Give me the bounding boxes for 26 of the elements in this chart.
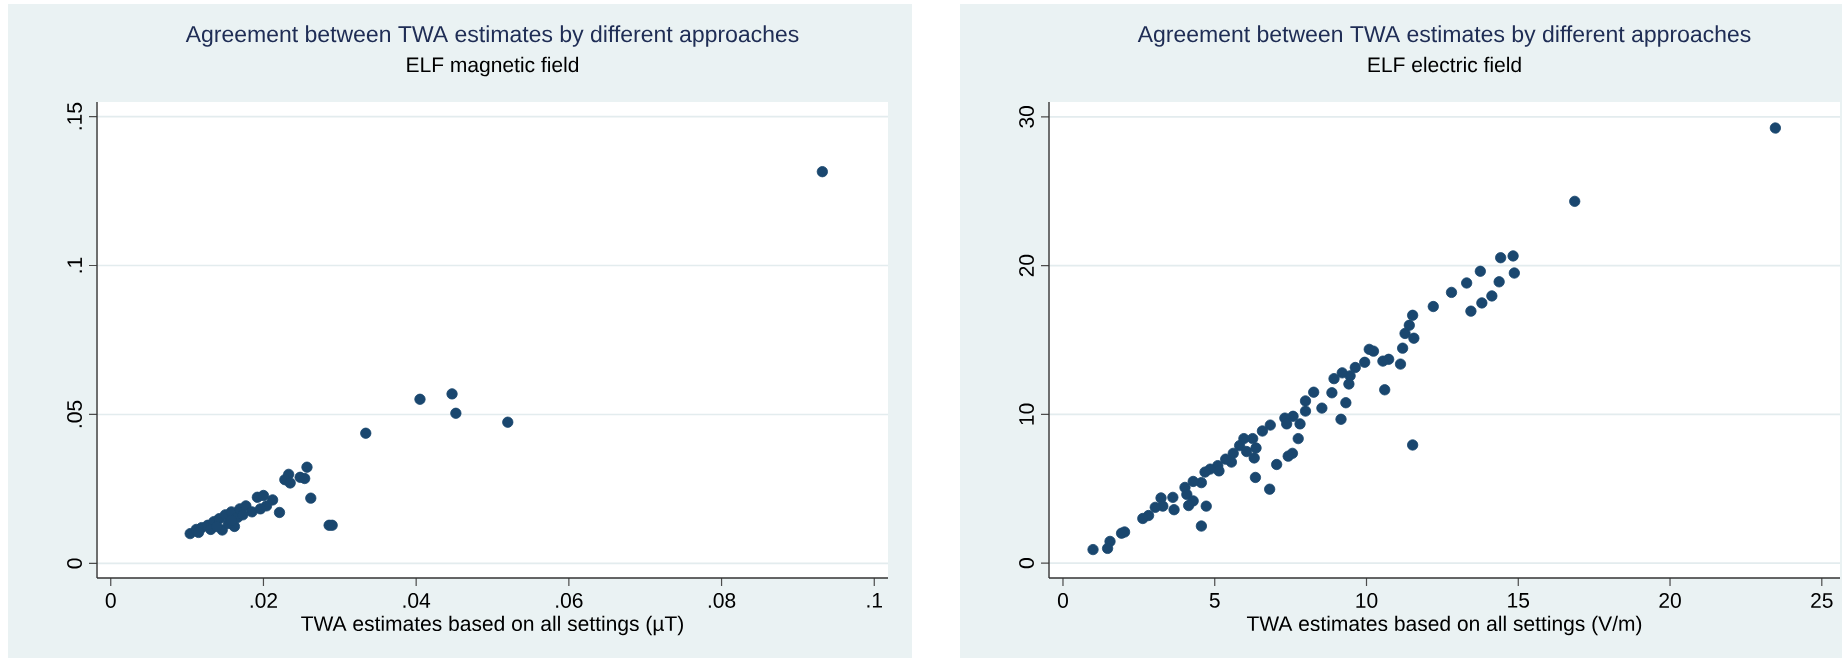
x-tick-label: 25 (1811, 593, 1833, 608)
y-tick-label: 0 (1019, 558, 1034, 569)
x-tick-label: 5 (1209, 593, 1220, 608)
x-tick-label: 0 (1057, 593, 1068, 608)
y-tick-label: .05 (67, 400, 82, 428)
chart-subtitle: ELF magnetic field (407, 56, 579, 77)
y-tick-label: 0 (67, 558, 82, 569)
x-axis-title: TWA estimates based on all settings (µT) (301, 615, 683, 636)
x-tick-label: .08 (708, 593, 736, 608)
y-tick-label: .1 (67, 257, 82, 273)
x-tick-label: 10 (1356, 593, 1378, 608)
x-tick-label: 20 (1659, 593, 1681, 608)
chart-title: Agreement between TWA estimates by different approaches (185, 25, 799, 47)
x-axis-title: TWA estimates based on all settings (V/m) (1246, 615, 1642, 636)
y-tick-label: 10 (1019, 403, 1034, 425)
y-tick-label: 30 (1019, 106, 1034, 128)
chart-title: Agreement between TWA estimates by different approaches (1137, 25, 1751, 47)
x-tick-label: .02 (250, 593, 277, 608)
x-tick-label: .06 (556, 593, 583, 608)
chart-subtitle: ELF electric field (1368, 56, 1521, 73)
y-tick-label: 20 (1019, 254, 1034, 277)
x-tick-label: 0 (105, 593, 116, 608)
x-tick-label: .04 (403, 593, 431, 608)
y-tick-label: .15 (67, 102, 82, 130)
x-tick-label: 15 (1508, 593, 1530, 608)
x-tick-label: .1 (867, 593, 882, 608)
